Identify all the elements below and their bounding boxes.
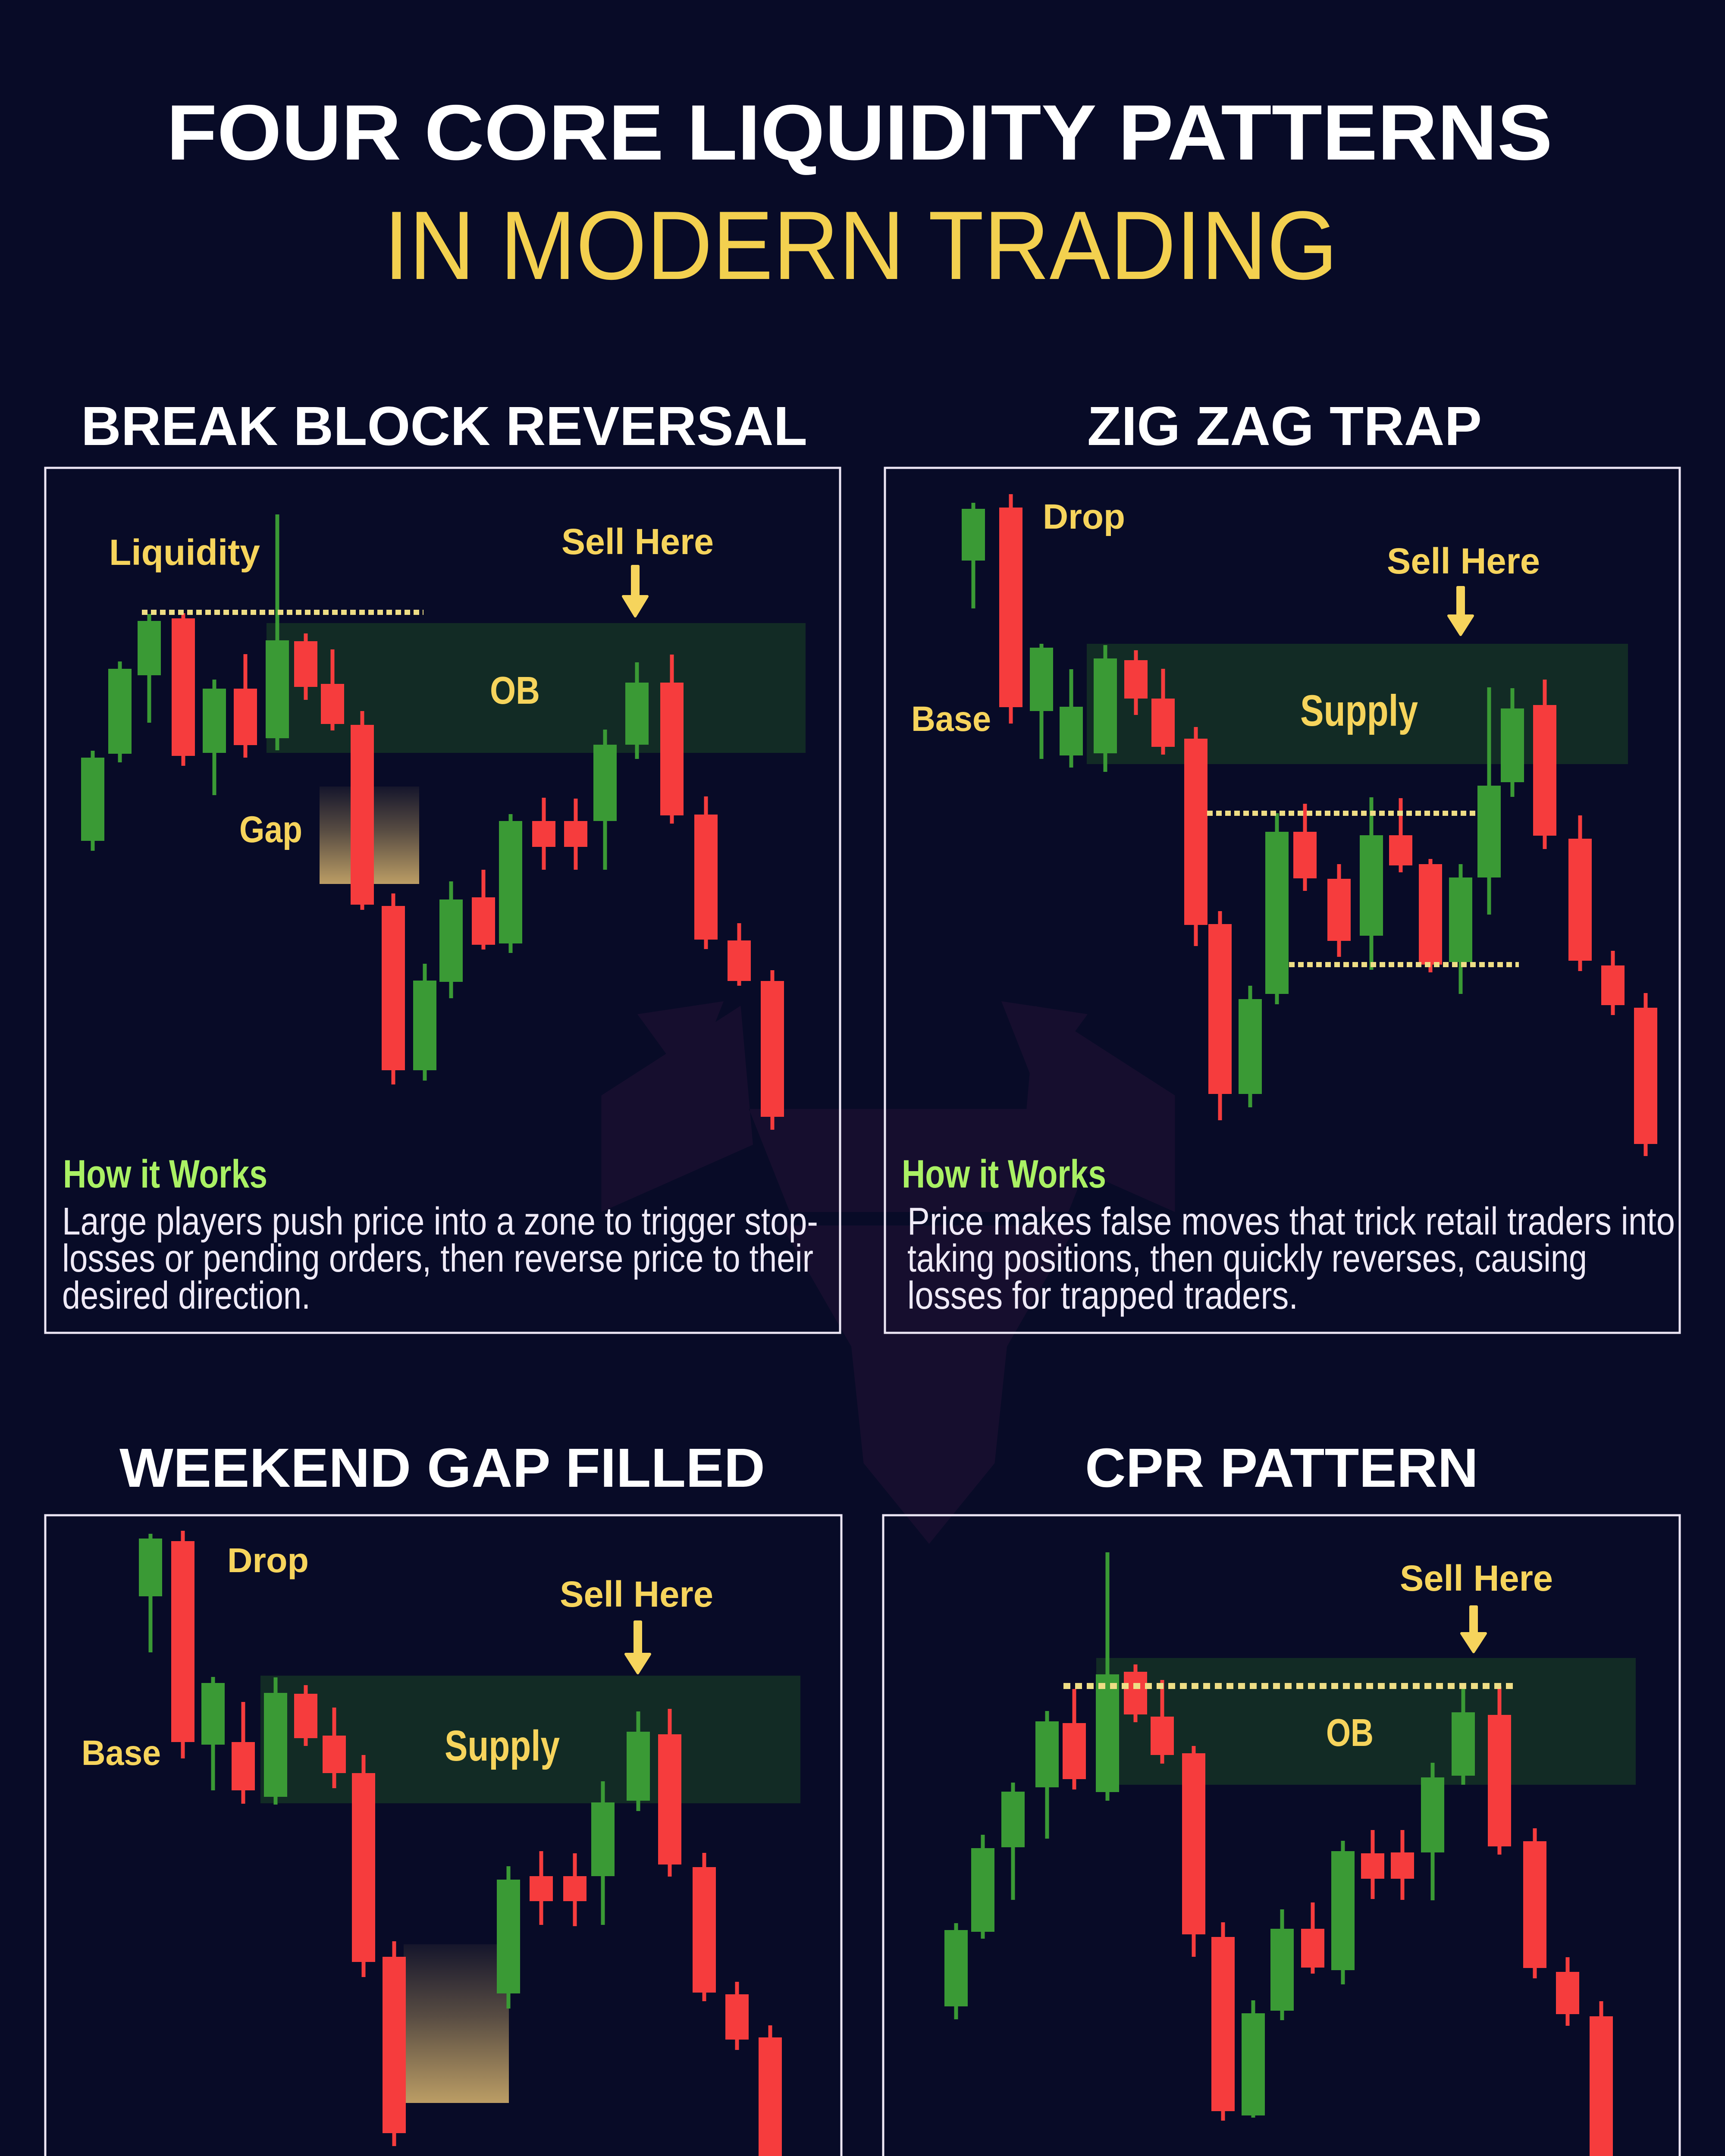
svg-text:BREAK BLOCK REVERSAL: BREAK BLOCK REVERSAL — [81, 395, 807, 457]
svg-text:ZIG ZAG TRAP: ZIG ZAG TRAP — [1087, 395, 1482, 457]
svg-text:Drop: Drop — [1043, 497, 1125, 536]
svg-text:taking positions, then quickly: taking positions, then quickly reverses,… — [907, 1237, 1587, 1280]
svg-text:FOUR CORE LIQUIDITY PATTERNS: FOUR CORE LIQUIDITY PATTERNS — [166, 88, 1552, 176]
svg-text:Drop: Drop — [227, 1541, 309, 1579]
svg-text:Gap: Gap — [239, 809, 302, 850]
svg-text:OB: OB — [1326, 1711, 1374, 1755]
svg-text:WEEKEND GAP FILLED: WEEKEND GAP FILLED — [119, 1437, 765, 1499]
svg-text:Sell Here: Sell Here — [560, 1574, 713, 1614]
svg-text:Sell Here: Sell Here — [1400, 1558, 1553, 1598]
svg-text:OB: OB — [490, 669, 540, 712]
svg-text:losses or pending orders, then: losses or pending orders, then reverse p… — [62, 1237, 813, 1280]
svg-text:Price makes false moves that t: Price makes false moves that trick retai… — [907, 1200, 1675, 1243]
svg-text:Base: Base — [911, 699, 991, 739]
svg-text:IN MODERN TRADING: IN MODERN TRADING — [384, 191, 1338, 300]
svg-text:CPR PATTERN: CPR PATTERN — [1085, 1437, 1478, 1499]
svg-text:desired direction.: desired direction. — [62, 1274, 310, 1317]
svg-text:How it Works: How it Works — [63, 1152, 267, 1196]
svg-text:losses for trapped traders.: losses for trapped traders. — [907, 1274, 1298, 1317]
svg-text:Liquidity: Liquidity — [109, 532, 260, 573]
svg-text:Sell Here: Sell Here — [1387, 541, 1540, 581]
svg-text:Sell Here: Sell Here — [561, 521, 714, 562]
svg-text:Supply: Supply — [1300, 686, 1418, 735]
svg-text:Large players push price into: Large players push price into a zone to … — [62, 1200, 818, 1243]
svg-text:Base: Base — [82, 1733, 161, 1773]
svg-text:How it Works: How it Works — [902, 1152, 1106, 1196]
svg-text:Supply: Supply — [445, 1722, 560, 1770]
